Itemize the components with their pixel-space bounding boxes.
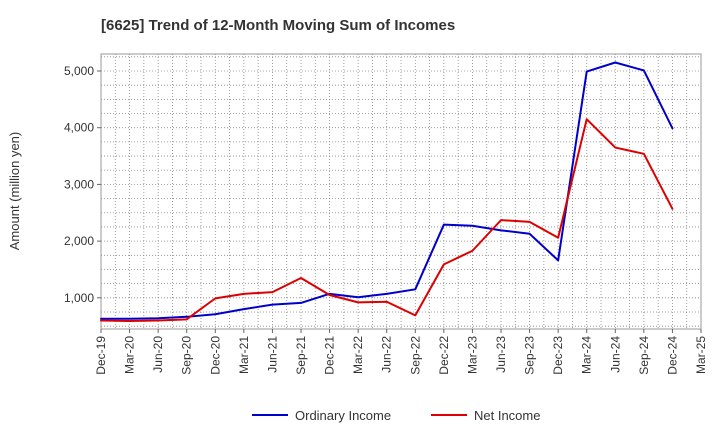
x-tick-label: Jun-20 <box>151 336 165 373</box>
x-tick-label: Mar-22 <box>351 336 365 374</box>
x-tick-label: Dec-19 <box>94 336 108 375</box>
x-tick-label: Dec-22 <box>437 336 451 375</box>
x-tick-label: Jun-21 <box>265 336 279 373</box>
x-tick-label: Sep-24 <box>637 336 651 375</box>
x-tick-label: Sep-22 <box>408 336 422 375</box>
x-tick-label: Dec-20 <box>208 336 222 375</box>
grid-lines <box>100 54 702 329</box>
y-axis-label: Amount (million yen) <box>7 132 22 251</box>
y-tick-label: 1,000 <box>64 291 94 305</box>
x-tick-label: Jun-22 <box>380 336 394 373</box>
x-axis-ticks: Dec-19 Mar-20 Jun-20 Sep-20 Dec-20 Mar-21 Jun-… <box>94 329 708 375</box>
series-line-ordinary-income <box>100 61 674 320</box>
series-lines <box>100 61 674 323</box>
chart-title: [6625] Trend of 12-Month Moving Sum of I… <box>101 17 455 34</box>
x-tick-label: Mar-23 <box>465 336 479 374</box>
legend-label-ordinary-income: Ordinary Income <box>295 408 391 423</box>
x-tick-label: Sep-23 <box>523 336 537 375</box>
y-tick-label: 2,000 <box>64 234 94 248</box>
y-tick-label: 4,000 <box>64 121 94 135</box>
x-tick-label: Mar-21 <box>237 336 251 374</box>
x-tick-label: Mar-25 <box>694 336 708 374</box>
y-tick-label: 5,000 <box>64 64 94 78</box>
y-tick-label: 3,000 <box>64 177 94 191</box>
legend-label-net-income: Net Income <box>474 408 540 423</box>
x-tick-label: Sep-20 <box>180 336 194 375</box>
x-tick-label: Mar-20 <box>123 336 137 374</box>
x-tick-label: Dec-21 <box>323 336 337 375</box>
series-line-net-income <box>100 118 674 323</box>
x-tick-label: Dec-23 <box>551 336 565 375</box>
x-tick-label: Jun-23 <box>494 336 508 373</box>
x-tick-label: Jun-24 <box>608 336 622 373</box>
x-tick-label: Dec-24 <box>665 336 679 375</box>
plot-area-frame <box>100 53 702 330</box>
x-tick-label: Mar-24 <box>580 336 594 374</box>
legend: Ordinary Income Net Income <box>252 408 540 423</box>
y-axis-ticks: 1,000 2,000 3,000 4,000 5,000 <box>64 64 101 305</box>
x-tick-label: Sep-21 <box>294 336 308 375</box>
